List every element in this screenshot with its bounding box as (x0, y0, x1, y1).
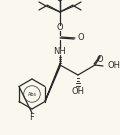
Text: F: F (30, 114, 34, 122)
Text: O: O (97, 55, 103, 65)
Text: O: O (57, 23, 63, 33)
Text: OH: OH (108, 62, 120, 70)
Polygon shape (45, 63, 60, 102)
Text: O: O (78, 33, 85, 41)
Text: Abs: Abs (27, 92, 36, 97)
Text: NH: NH (54, 48, 66, 57)
Text: OH: OH (72, 87, 84, 97)
